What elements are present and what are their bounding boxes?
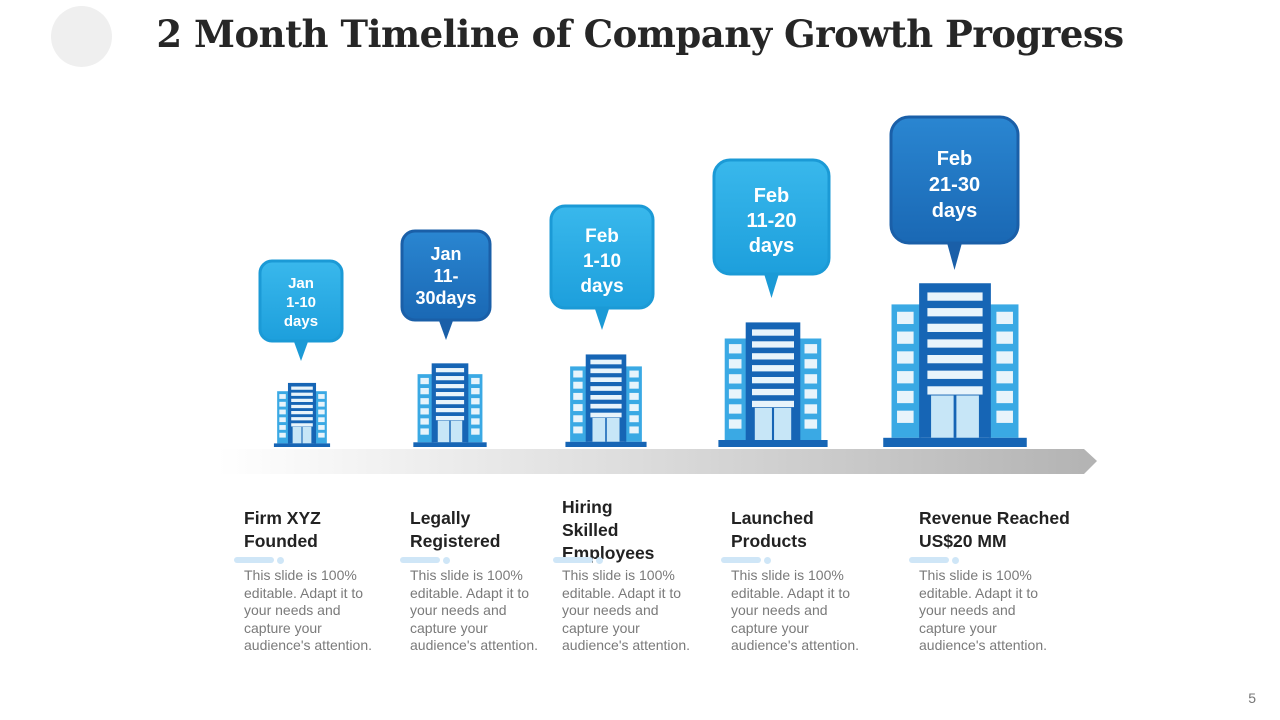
milestone-description-line: audience's attention. [919,637,1047,654]
milestone-description-line: editable. Adapt it to [731,584,851,601]
bubble-text-line: days [749,235,795,257]
date-bubble-3: Feb 1-10 days [549,204,655,330]
milestone-description-line: capture your [244,619,322,636]
milestone-heading: Firm XYZ Founded [244,507,321,553]
milestone-heading: Legally Registered [410,507,500,553]
building-icon-1 [273,382,331,447]
milestone-description-line: editable. Adapt it to [244,584,364,601]
bubble-text-line: days [932,200,978,222]
milestone-description-line: editable. Adapt it to [919,584,1039,601]
bubble-text-line: 1-10 [583,251,621,272]
milestone-description-line: editable. Adapt it to [562,584,682,601]
building-icon-4 [718,322,828,447]
milestone-description-line: audience's attention. [731,637,859,654]
milestone-description: This slide is 100% editable. Adapt it to y… [244,567,389,655]
accent-dash [909,556,959,564]
accent-dash [553,556,603,564]
milestone-heading-line: US$20 MM [919,531,1007,551]
milestone-description-line: This slide is 100% [919,567,1032,583]
building-icon-3 [565,354,647,447]
bubble-text-line: Feb [585,226,619,247]
milestone-heading-line: Hiring [562,497,613,517]
milestone-description-line: your needs and [244,602,341,619]
bubble-text-line: 11- [433,266,458,286]
bubble-text-line: days [284,313,318,330]
milestone-description-line: editable. Adapt it to [410,584,530,601]
milestone-description-line: capture your [410,619,488,636]
bubble-text-line: 1-10 [286,294,316,311]
page-number: 5 [1248,690,1256,706]
milestone-heading-line: Revenue Reached [919,508,1070,528]
building-icon-2 [413,363,487,447]
bubble-text-line: Jan [430,244,461,264]
accent-dash [234,556,284,564]
milestone-heading-line: Skilled [562,520,619,540]
building-icon-5 [883,283,1027,447]
slide-title: 2 Month Timeline of Company Growth Progr… [156,12,1124,56]
milestone-description-line: capture your [731,619,809,636]
milestone-heading-line: Legally [410,508,471,528]
timeline-arrow [218,449,1097,474]
milestone-description-line: This slide is 100% [244,567,357,583]
decorative-circle [51,6,112,67]
milestone-description: This slide is 100% editable. Adapt it to y… [410,567,555,655]
milestone-heading: Launched Products [731,507,814,553]
milestone-description-line: your needs and [562,602,659,619]
accent-dash [721,556,771,564]
milestone-description: This slide is 100% editable. Adapt it to y… [731,567,876,655]
milestone-heading: Revenue Reached US$20 MM [919,507,1070,553]
date-bubble-1: Jan 1-10 days [258,259,344,361]
date-bubble-4: Feb 11-20 days [712,158,831,298]
accent-dash [400,556,450,564]
bubble-text-line: Jan [288,275,314,292]
milestone-description: This slide is 100% editable. Adapt it to y… [562,567,707,655]
bubble-text-line: Feb [754,185,790,207]
milestone-description-line: capture your [919,619,997,636]
milestone-description-line: audience's attention. [562,637,690,654]
bubble-text-line: Feb [937,148,973,170]
milestone-heading-line: Firm XYZ [244,508,321,528]
milestone-description-line: This slide is 100% [562,567,675,583]
milestone-description-line: capture your [562,619,640,636]
milestone-heading: Hiring Skilled Employees [562,496,654,565]
milestone-description-line: your needs and [919,602,1016,619]
milestone-description-line: audience's attention. [244,637,372,654]
milestone-heading-line: Registered [410,531,501,551]
date-bubble-5: Feb 21-30 days [889,115,1020,270]
milestone-description: This slide is 100% editable. Adapt it to y… [919,567,1064,655]
milestone-description-line: This slide is 100% [731,567,844,583]
milestone-description-line: This slide is 100% [410,567,523,583]
bubble-text-line: 11-20 [746,210,796,232]
milestone-heading-line: Products [731,531,807,551]
bubble-text-line: days [580,276,623,297]
milestone-heading-line: Launched [731,508,814,528]
milestone-description-line: your needs and [731,602,828,619]
milestone-description-line: your needs and [410,602,507,619]
bubble-text-line: 30days [415,288,476,308]
bubble-text-line: 21-30 [929,174,980,196]
milestone-description-line: audience's attention. [410,637,538,654]
milestone-heading-line: Founded [244,531,318,551]
